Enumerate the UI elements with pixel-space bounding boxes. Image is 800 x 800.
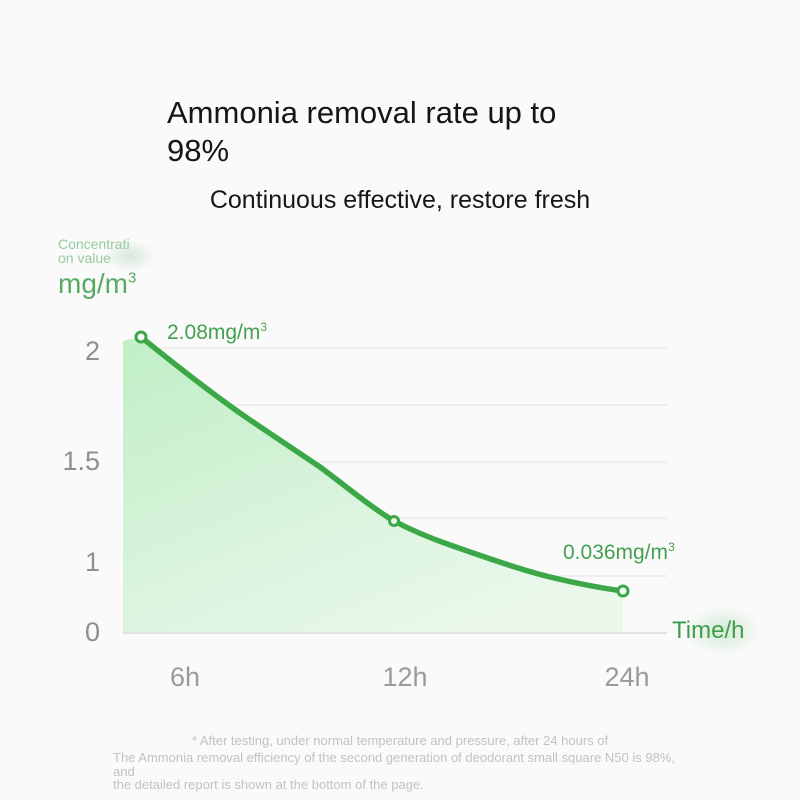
area-fill: [123, 337, 623, 632]
y-axis-name-line2: on value: [58, 250, 111, 266]
footnote-paragraph: The Ammonia removal efficiency of the se…: [113, 751, 688, 792]
page-title: Ammonia removal rate up to 98%: [167, 94, 556, 170]
footnote-line1: * After testing, under normal temperatur…: [191, 733, 609, 748]
page-subtitle: Continuous effective, restore fresh: [209, 186, 591, 214]
data-point-start: [134, 330, 148, 344]
y-axis-unit: mg/m3: [58, 268, 137, 299]
y-tick-1-5: 1.5: [62, 446, 100, 476]
title-line-2: 98%: [167, 133, 230, 168]
footnote-line2: The Ammonia removal efficiency of the se…: [113, 750, 675, 779]
end-value-label: 0.036mg/m3: [563, 540, 675, 564]
y-axis-name-line1: Concentrati: [58, 236, 130, 252]
data-point-mid: [388, 515, 400, 527]
footnote-line3: the detailed report is shown at the bott…: [113, 777, 424, 792]
y-axis-unit-block: Concentrati on value mg/m3: [58, 237, 136, 300]
y-axis-unit-sup: 3: [128, 269, 137, 287]
start-value-sup: 3: [260, 320, 268, 334]
data-point-end: [616, 584, 630, 598]
y-tick-2: 2: [84, 336, 100, 366]
x-tick-24h: 24h: [604, 662, 650, 692]
title-line-1: Ammonia removal rate up to: [167, 95, 557, 130]
end-value-sup: 3: [668, 540, 675, 554]
y-tick-1: 1: [84, 547, 100, 577]
start-value-label: 2.08mg/m3: [167, 320, 268, 344]
x-axis-name: Time/h: [672, 617, 745, 644]
x-tick-12h: 12h: [382, 662, 428, 692]
decay-curve: [138, 334, 626, 594]
x-tick-6h: 6h: [169, 662, 201, 692]
y-tick-0: 0: [84, 617, 100, 647]
